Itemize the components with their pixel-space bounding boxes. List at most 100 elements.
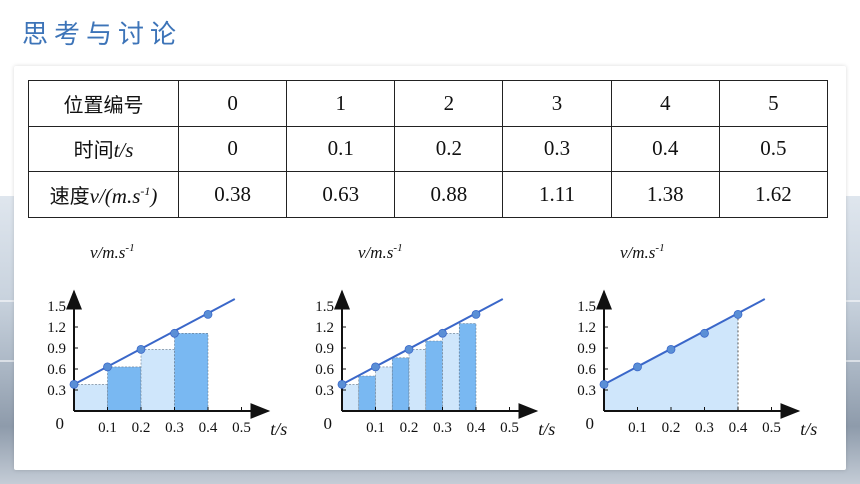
y-tick-label: 0.9 bbox=[315, 341, 334, 357]
x-tick-label: 0.3 bbox=[695, 420, 714, 436]
y-tick-label: 1.2 bbox=[577, 320, 596, 336]
table-cell: 0.88 bbox=[394, 171, 504, 218]
x-tick-label: 0.1 bbox=[366, 420, 385, 436]
y-tick-label: 0.6 bbox=[315, 362, 334, 378]
table-cell: 0.1 bbox=[286, 125, 396, 173]
x-axis-label: t/s bbox=[800, 419, 817, 439]
x-tick-label: 0.2 bbox=[662, 420, 681, 436]
data-point bbox=[633, 362, 642, 372]
data-point bbox=[471, 310, 481, 319]
data-point bbox=[733, 310, 743, 319]
bar bbox=[442, 333, 460, 412]
row-header-unit: t/s bbox=[113, 138, 134, 163]
table-cell: 5 bbox=[718, 80, 829, 127]
row-header: 位置编号 bbox=[28, 80, 179, 127]
row-header-unit: v/(m.s-1) bbox=[89, 184, 158, 209]
x-tick-label: 0.5 bbox=[232, 420, 251, 436]
origin-label: 0 bbox=[56, 414, 65, 433]
bar bbox=[73, 384, 108, 412]
table-cell: 0 bbox=[177, 125, 288, 173]
bar bbox=[458, 323, 477, 412]
data-point bbox=[599, 379, 609, 389]
bar bbox=[341, 384, 360, 412]
table-row: 时间t/s 0 0.1 0.2 0.3 0.4 0.5 bbox=[28, 125, 829, 173]
y-tick-label: 0.3 bbox=[577, 383, 596, 399]
table-cell: 2 bbox=[394, 80, 504, 127]
bar bbox=[425, 340, 443, 412]
table-cell: 0.4 bbox=[610, 125, 720, 173]
y-tick-label: 1.2 bbox=[47, 320, 66, 336]
table-cell: 0 bbox=[177, 80, 288, 127]
data-point bbox=[700, 328, 709, 338]
table-cell: 4 bbox=[610, 80, 720, 127]
x-tick-label: 0.5 bbox=[500, 420, 519, 436]
table-cell: 1.11 bbox=[502, 171, 612, 218]
data-point bbox=[170, 328, 179, 338]
table-cell: 0.3 bbox=[502, 125, 612, 173]
table-cell: 3 bbox=[502, 80, 612, 127]
y-tick-label: 0.3 bbox=[315, 383, 334, 399]
row-header: 时间t/s bbox=[28, 125, 179, 173]
data-point bbox=[69, 379, 79, 389]
bar bbox=[107, 366, 142, 412]
origin-label: 0 bbox=[586, 414, 595, 433]
bar bbox=[391, 357, 410, 412]
data-point bbox=[404, 345, 414, 354]
y-tick-label: 1.5 bbox=[47, 299, 66, 315]
x-tick-label: 0.3 bbox=[433, 420, 452, 436]
table-cell: 0.38 bbox=[177, 171, 288, 218]
y-tick-label: 1.5 bbox=[315, 299, 334, 315]
data-point bbox=[438, 328, 447, 338]
data-point bbox=[371, 362, 380, 372]
row-header: 速度v/(m.s-1) bbox=[28, 171, 179, 218]
y-tick-label: 0.3 bbox=[47, 383, 66, 399]
x-tick-label: 0.5 bbox=[762, 420, 781, 436]
data-point bbox=[103, 362, 112, 372]
table-cell: 0.5 bbox=[718, 125, 829, 173]
y-tick-label: 0.6 bbox=[47, 362, 66, 378]
table-cell: 1 bbox=[286, 80, 396, 127]
data-point bbox=[136, 345, 146, 354]
x-tick-label: 0.2 bbox=[400, 420, 419, 436]
origin-label: 0 bbox=[324, 414, 333, 433]
bar bbox=[174, 333, 209, 412]
y-axis-label: v/m.s-1 bbox=[90, 242, 135, 262]
y-tick-label: 1.5 bbox=[577, 299, 596, 315]
table-row: 位置编号 0 1 2 3 4 5 bbox=[28, 80, 829, 127]
row-header-label: 位置编号 bbox=[63, 92, 144, 117]
y-tick-label: 0.6 bbox=[577, 362, 596, 378]
x-tick-label: 0.4 bbox=[729, 420, 748, 436]
y-tick-label: 1.2 bbox=[315, 320, 334, 336]
table-cell: 0.2 bbox=[394, 125, 504, 173]
bar bbox=[140, 349, 175, 412]
bar bbox=[358, 375, 376, 412]
chart-area: 0.1 0.2 0.3 0.4 0.5 0.3 0.6 0.9 1.2 1.5 0 v/m.s-1 t/… bbox=[577, 242, 817, 439]
bar bbox=[408, 349, 427, 412]
row-header-label: 速度 bbox=[49, 184, 90, 209]
data-point bbox=[337, 379, 347, 389]
area-fill bbox=[604, 314, 738, 411]
x-tick-label: 0.4 bbox=[467, 420, 486, 436]
chart-bars-fine: 0.1 0.2 0.3 0.4 0.5 0.3 0.6 0.9 1.2 1.5 0 v/m.s-1 t/… bbox=[315, 242, 555, 439]
x-tick-label: 0.2 bbox=[132, 420, 151, 436]
x-tick-label: 0.3 bbox=[165, 420, 184, 436]
y-axis-label: v/m.s-1 bbox=[620, 242, 665, 262]
data-point bbox=[203, 310, 213, 319]
chart-bars-coarse: 0.1 0.2 0.3 0.4 0.5 0.3 0.6 0.9 1.2 1.5 0 v/m.s-1 t/… bbox=[47, 242, 287, 439]
y-tick-label: 0.9 bbox=[577, 341, 596, 357]
data-point bbox=[666, 345, 676, 354]
y-axis-label: v/m.s-1 bbox=[358, 242, 403, 262]
data-table: 位置编号 0 1 2 3 4 5 时间t/s 0 0.1 0.2 0.3 0.4 0.5 速度v/(m.s-… bbox=[28, 80, 829, 218]
x-tick-label: 0.1 bbox=[628, 420, 647, 436]
table-cell: 0.63 bbox=[286, 171, 396, 218]
table-row: 速度v/(m.s-1) 0.38 0.63 0.88 1.11 1.38 1.62 bbox=[28, 171, 829, 218]
x-tick-label: 0.4 bbox=[199, 420, 218, 436]
row-header-label: 时间 bbox=[73, 138, 114, 163]
slide-title: 思考与讨论 bbox=[22, 20, 183, 50]
x-axis-label: t/s bbox=[270, 419, 287, 439]
y-tick-label: 0.9 bbox=[47, 341, 66, 357]
bar bbox=[375, 366, 393, 412]
x-axis-label: t/s bbox=[538, 419, 555, 439]
x-tick-label: 0.1 bbox=[98, 420, 117, 436]
table-cell: 1.38 bbox=[610, 171, 720, 218]
